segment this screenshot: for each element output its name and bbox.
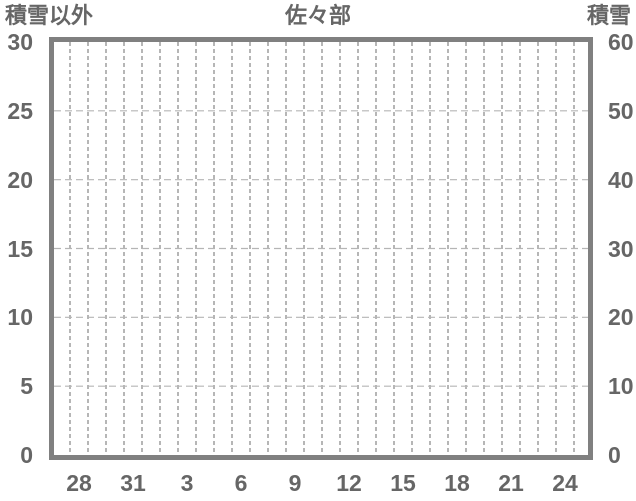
right-ytick: 0 — [608, 442, 621, 468]
left-axis-title: 積雪以外 — [5, 3, 94, 28]
right-ytick: 30 — [608, 235, 634, 262]
left-ytick: 5 — [20, 373, 33, 400]
right-axis-title: 積雪 — [586, 3, 631, 28]
right-ytick: 50 — [608, 97, 634, 124]
plot-area — [49, 37, 593, 460]
left-ytick: 0 — [20, 442, 33, 468]
xtick: 12 — [336, 470, 362, 496]
xtick: 24 — [552, 470, 578, 496]
gridlines — [54, 42, 588, 455]
xtick: 6 — [234, 470, 248, 496]
right-ytick: 40 — [608, 166, 634, 193]
chart-title: 佐々部 — [284, 3, 351, 28]
right-ytick: 60 — [608, 29, 634, 55]
xtick: 21 — [498, 470, 524, 496]
right-ytick: 20 — [608, 304, 634, 331]
left-ytick: 20 — [7, 166, 33, 193]
xtick: 3 — [180, 470, 194, 496]
left-ytick: 25 — [7, 97, 33, 124]
left-ytick: 15 — [7, 235, 33, 262]
left-ytick: 30 — [7, 29, 33, 55]
xtick: 15 — [390, 470, 416, 496]
right-ytick: 10 — [608, 373, 634, 400]
xtick: 9 — [288, 470, 302, 496]
xtick: 18 — [444, 470, 470, 496]
left-ytick: 10 — [7, 304, 33, 331]
xtick: 31 — [120, 470, 146, 496]
xtick: 28 — [66, 470, 92, 496]
